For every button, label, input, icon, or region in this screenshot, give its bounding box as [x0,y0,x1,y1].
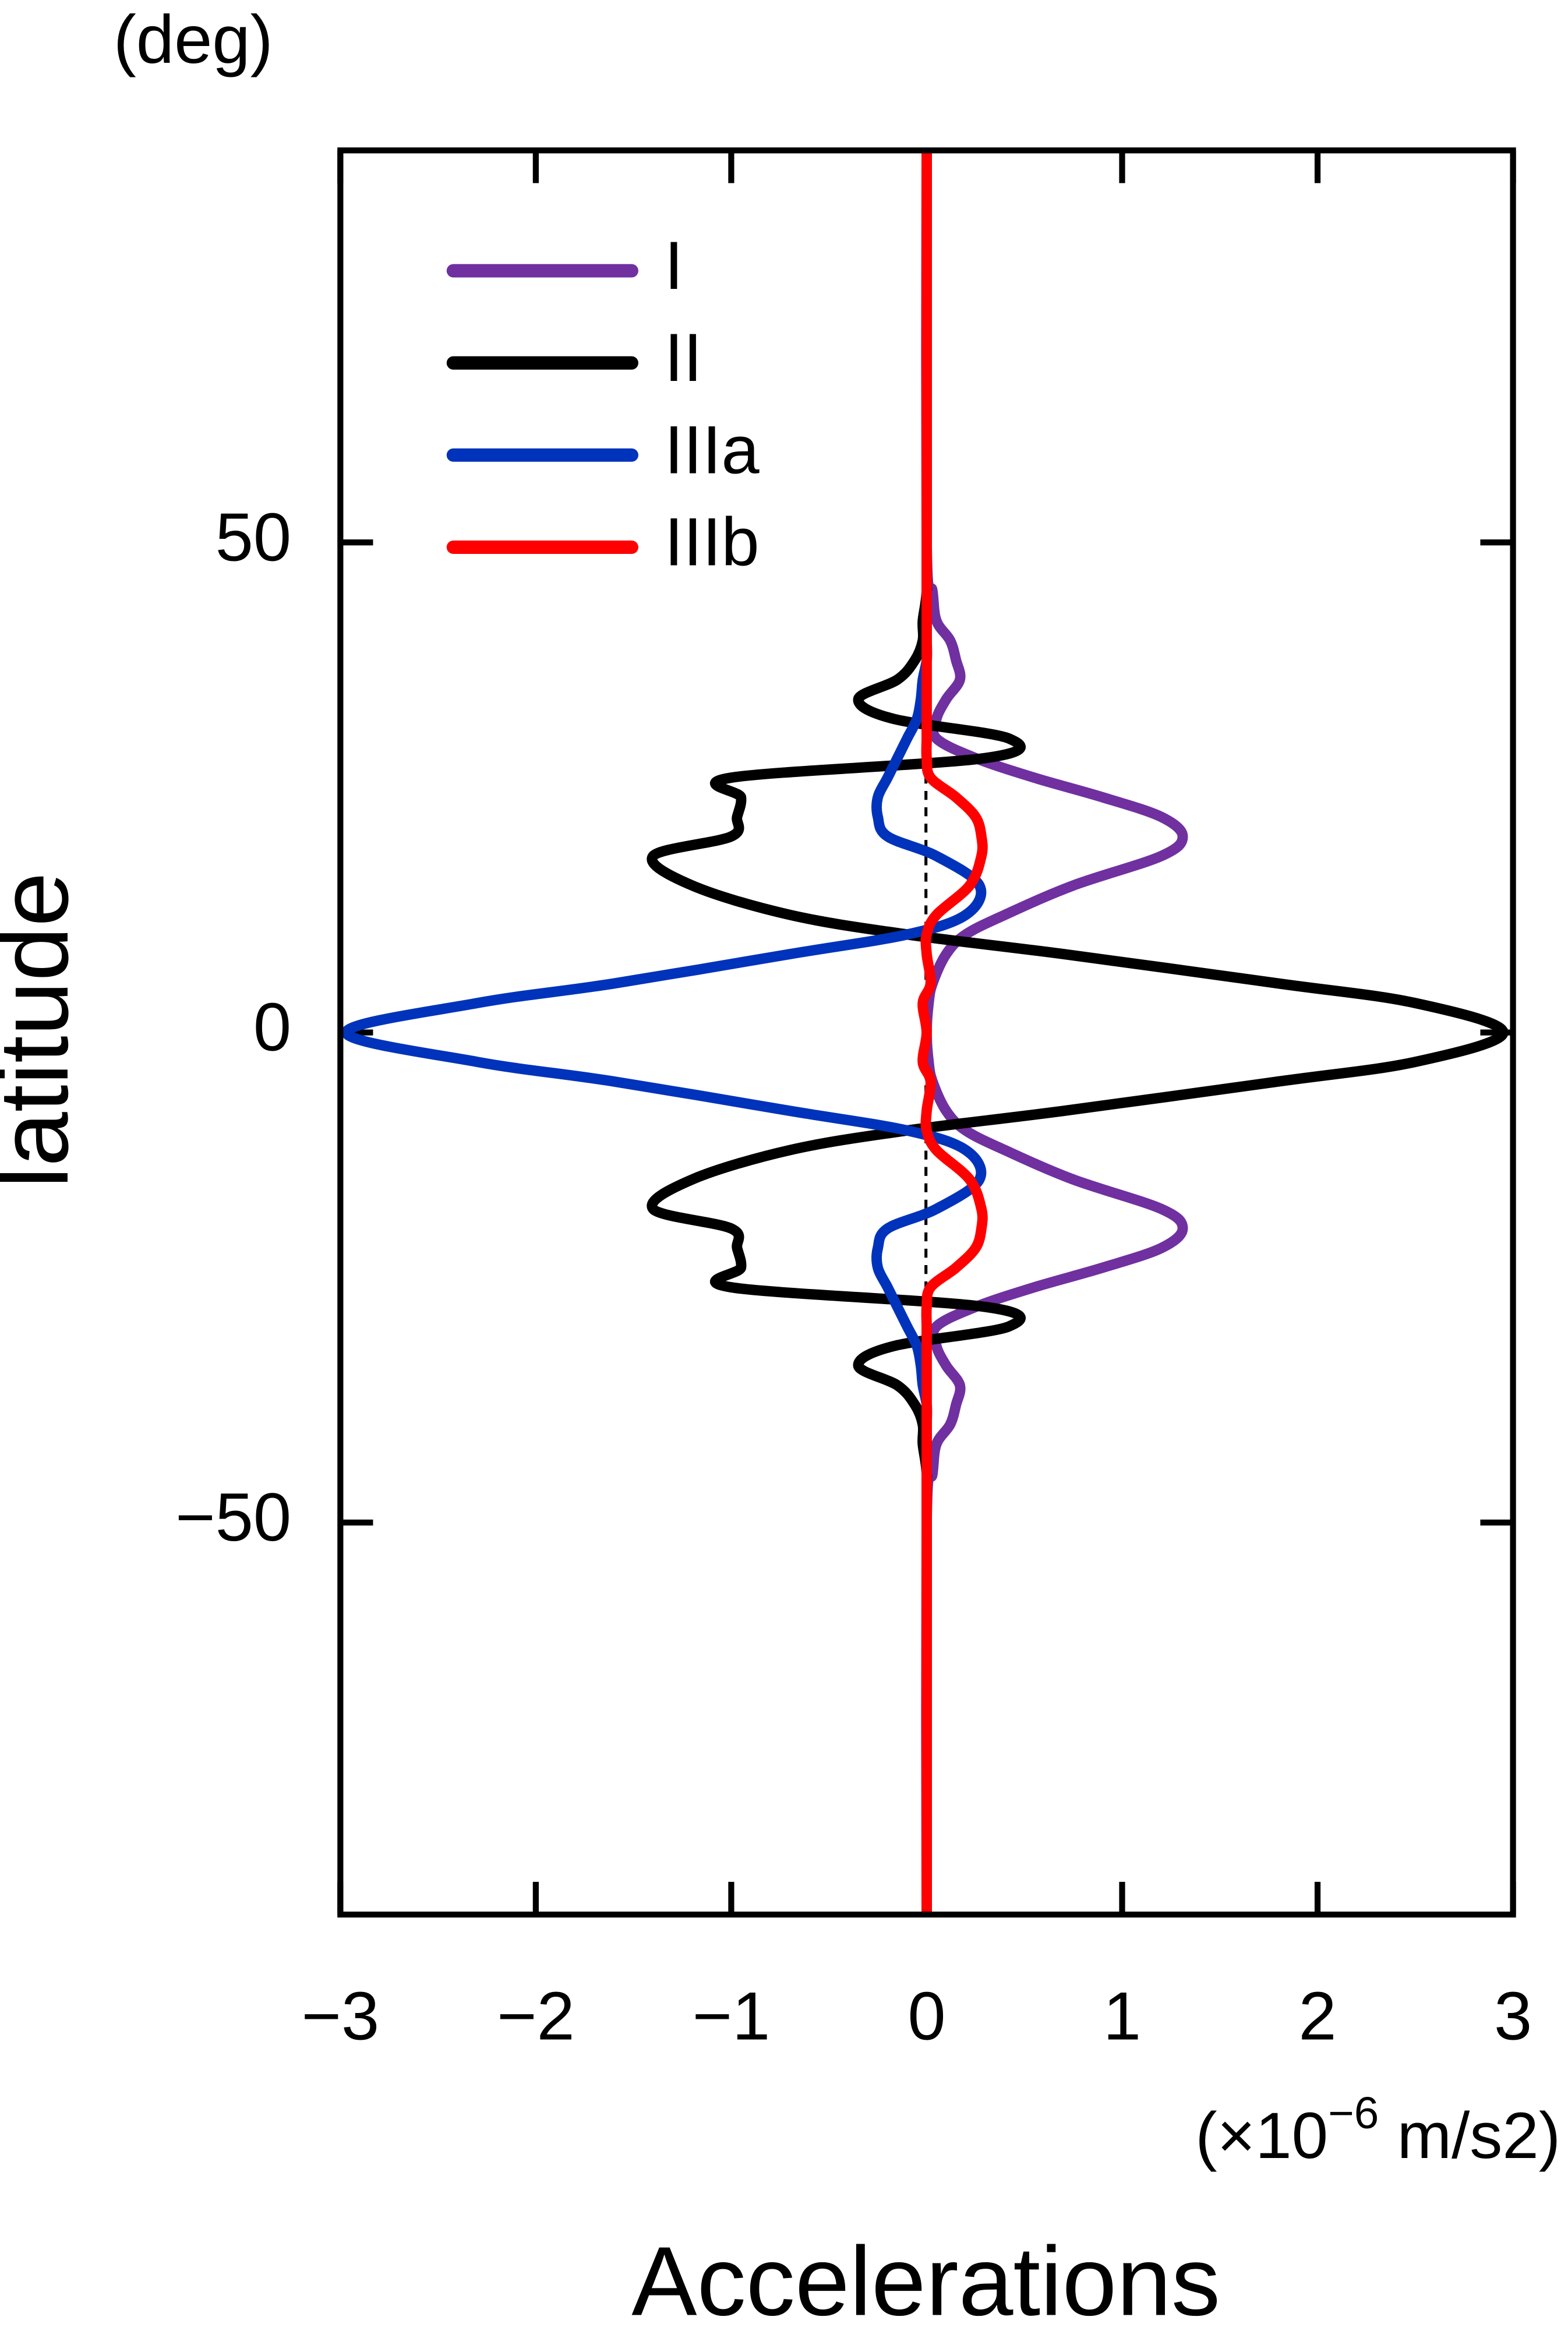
plot-frame [337,147,1516,1918]
y-tick-label: 50 [216,499,292,575]
x-tick-label: 0 [907,1978,945,2054]
series-line [917,150,988,1915]
x-tick-label: 1 [1103,1978,1141,2054]
x-unit-exponent: −6 [1328,2089,1379,2138]
x-tick-label: 3 [1494,1978,1532,2054]
series-line [921,150,1188,1915]
legend-label: I [665,227,684,303]
x-tick-label: −3 [301,1978,379,2054]
x-axis-label: Accelerations [631,2227,1220,2331]
x-unit: (×10−6 m/s2) [1195,2089,1560,2171]
x-tick-label: 2 [1298,1978,1336,2054]
legend-label: IIIa [665,411,760,488]
y-tick-label: 0 [253,989,291,1065]
y-axis-label: latitude [0,872,89,1188]
x-tick-label: −2 [497,1978,575,2054]
legend-label: II [665,319,702,395]
x-unit-base: (×10 [1195,2099,1328,2172]
x-tick-label: −1 [693,1978,771,2054]
series-line [341,150,987,1915]
series-line [647,150,1509,1915]
y-tick-label: −50 [175,1479,291,1555]
x-unit-rest: m/s2) [1379,2099,1560,2172]
legend-label: IIIb [665,504,760,580]
y-unit: (deg) [114,1,273,77]
